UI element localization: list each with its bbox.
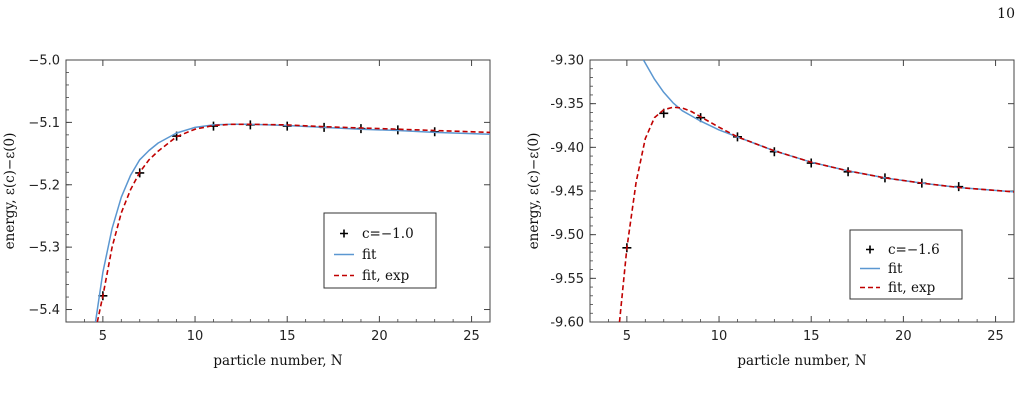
legend-label: c=−1.6 xyxy=(888,242,940,258)
legend-marker-points xyxy=(866,245,874,254)
y-tick-label: -9.55 xyxy=(550,272,584,287)
y-tick-label: -9.35 xyxy=(550,97,584,112)
series-line-fit-exp xyxy=(96,123,490,322)
x-tick-label: 15 xyxy=(279,329,296,344)
y-axis-label: energy, ε(c)−ε(0) xyxy=(526,133,542,250)
series-line-fit xyxy=(642,60,1014,193)
x-tick-label: 25 xyxy=(987,329,1004,344)
x-axis-label: particle number, N xyxy=(213,353,342,369)
x-tick-label: 10 xyxy=(711,329,728,344)
x-tick-label: 15 xyxy=(803,329,820,344)
y-axis-label: energy, ε(c)−ε(0) xyxy=(2,133,18,250)
legend-label: c=−1.0 xyxy=(362,226,414,242)
legend: c=−1.6 fit fit, exp xyxy=(849,229,963,300)
plot-frame xyxy=(65,59,491,323)
plot-area xyxy=(94,120,490,322)
chart-right: 5 10 15 20 25 -9.60 -9.55 -9.50 -9.45 -9.40 -9.35 -… xyxy=(526,54,1015,369)
y-tick-label: -9.50 xyxy=(550,228,584,243)
y-tick-label: -9.30 xyxy=(550,54,584,69)
x-tick-label: 5 xyxy=(623,329,631,344)
x-tick-label: 20 xyxy=(371,329,388,344)
x-tick-label: 10 xyxy=(187,329,204,344)
y-tick-label: −5.3 xyxy=(28,241,60,256)
legend-label: fit, exp xyxy=(888,280,935,296)
y-tick-label: −5.2 xyxy=(28,178,60,193)
series-line-fit-exp xyxy=(618,106,1014,322)
x-tick-label: 25 xyxy=(463,329,480,344)
x-tick-label: 20 xyxy=(895,329,912,344)
y-tick-label: -9.40 xyxy=(550,141,584,156)
y-tick-label: −5.4 xyxy=(28,303,60,318)
y-tick-label: −5.1 xyxy=(28,116,60,131)
legend-label: fit xyxy=(362,247,377,263)
y-tick-label: −5.0 xyxy=(28,54,60,69)
y-tick-label: -9.60 xyxy=(550,316,584,331)
legend-label: fit, exp xyxy=(362,268,409,284)
legend: c=−1.0 fit fit, exp xyxy=(323,212,437,289)
x-axis-label: particle number, N xyxy=(737,353,866,369)
chart-left: 5 10 15 20 25 −5.4 −5.3 −5.2 −5.1 −5.0 particle nu… xyxy=(2,54,491,369)
legend-label: fit xyxy=(888,261,903,277)
series-line-fit xyxy=(94,123,490,322)
x-tick-label: 5 xyxy=(99,329,107,344)
y-tick-label: -9.45 xyxy=(550,185,584,200)
plot-area xyxy=(618,60,1014,322)
page-number: 10 xyxy=(997,6,1015,22)
legend-marker-points xyxy=(340,229,348,238)
